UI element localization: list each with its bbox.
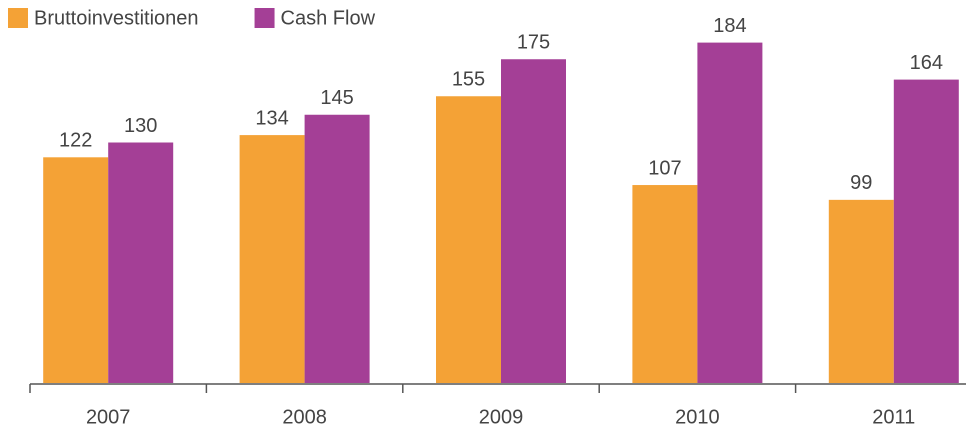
bar: [436, 96, 501, 383]
value-label: 145: [320, 87, 353, 109]
bar: [43, 157, 109, 383]
value-label: 107: [648, 157, 681, 179]
x-tick-label: 2009: [479, 406, 524, 428]
bar: [108, 142, 174, 383]
value-label: 122: [59, 130, 92, 152]
bar: [697, 42, 763, 383]
legend-label: Bruttoinvestitionen: [34, 7, 199, 29]
value-label: 134: [255, 107, 288, 129]
bar: [893, 79, 959, 383]
bar: [632, 185, 698, 383]
bar: [501, 59, 566, 383]
x-tick-label: 2010: [675, 406, 720, 428]
legend-swatch: [8, 8, 28, 28]
bar: [304, 114, 370, 383]
value-label: 184: [713, 15, 746, 37]
value-label: 175: [517, 32, 550, 54]
x-tick-label: 2008: [282, 406, 327, 428]
legend-swatch: [254, 8, 275, 28]
bar: [828, 199, 894, 383]
x-tick-label: 2011: [872, 406, 915, 428]
value-label: 130: [124, 115, 157, 137]
value-label: 164: [910, 52, 943, 74]
x-tick-label: 2007: [86, 406, 131, 428]
value-label: 99: [850, 172, 872, 194]
bar: [239, 135, 305, 383]
legend-label: Cash Flow: [281, 7, 376, 29]
value-label: 155: [452, 69, 485, 91]
